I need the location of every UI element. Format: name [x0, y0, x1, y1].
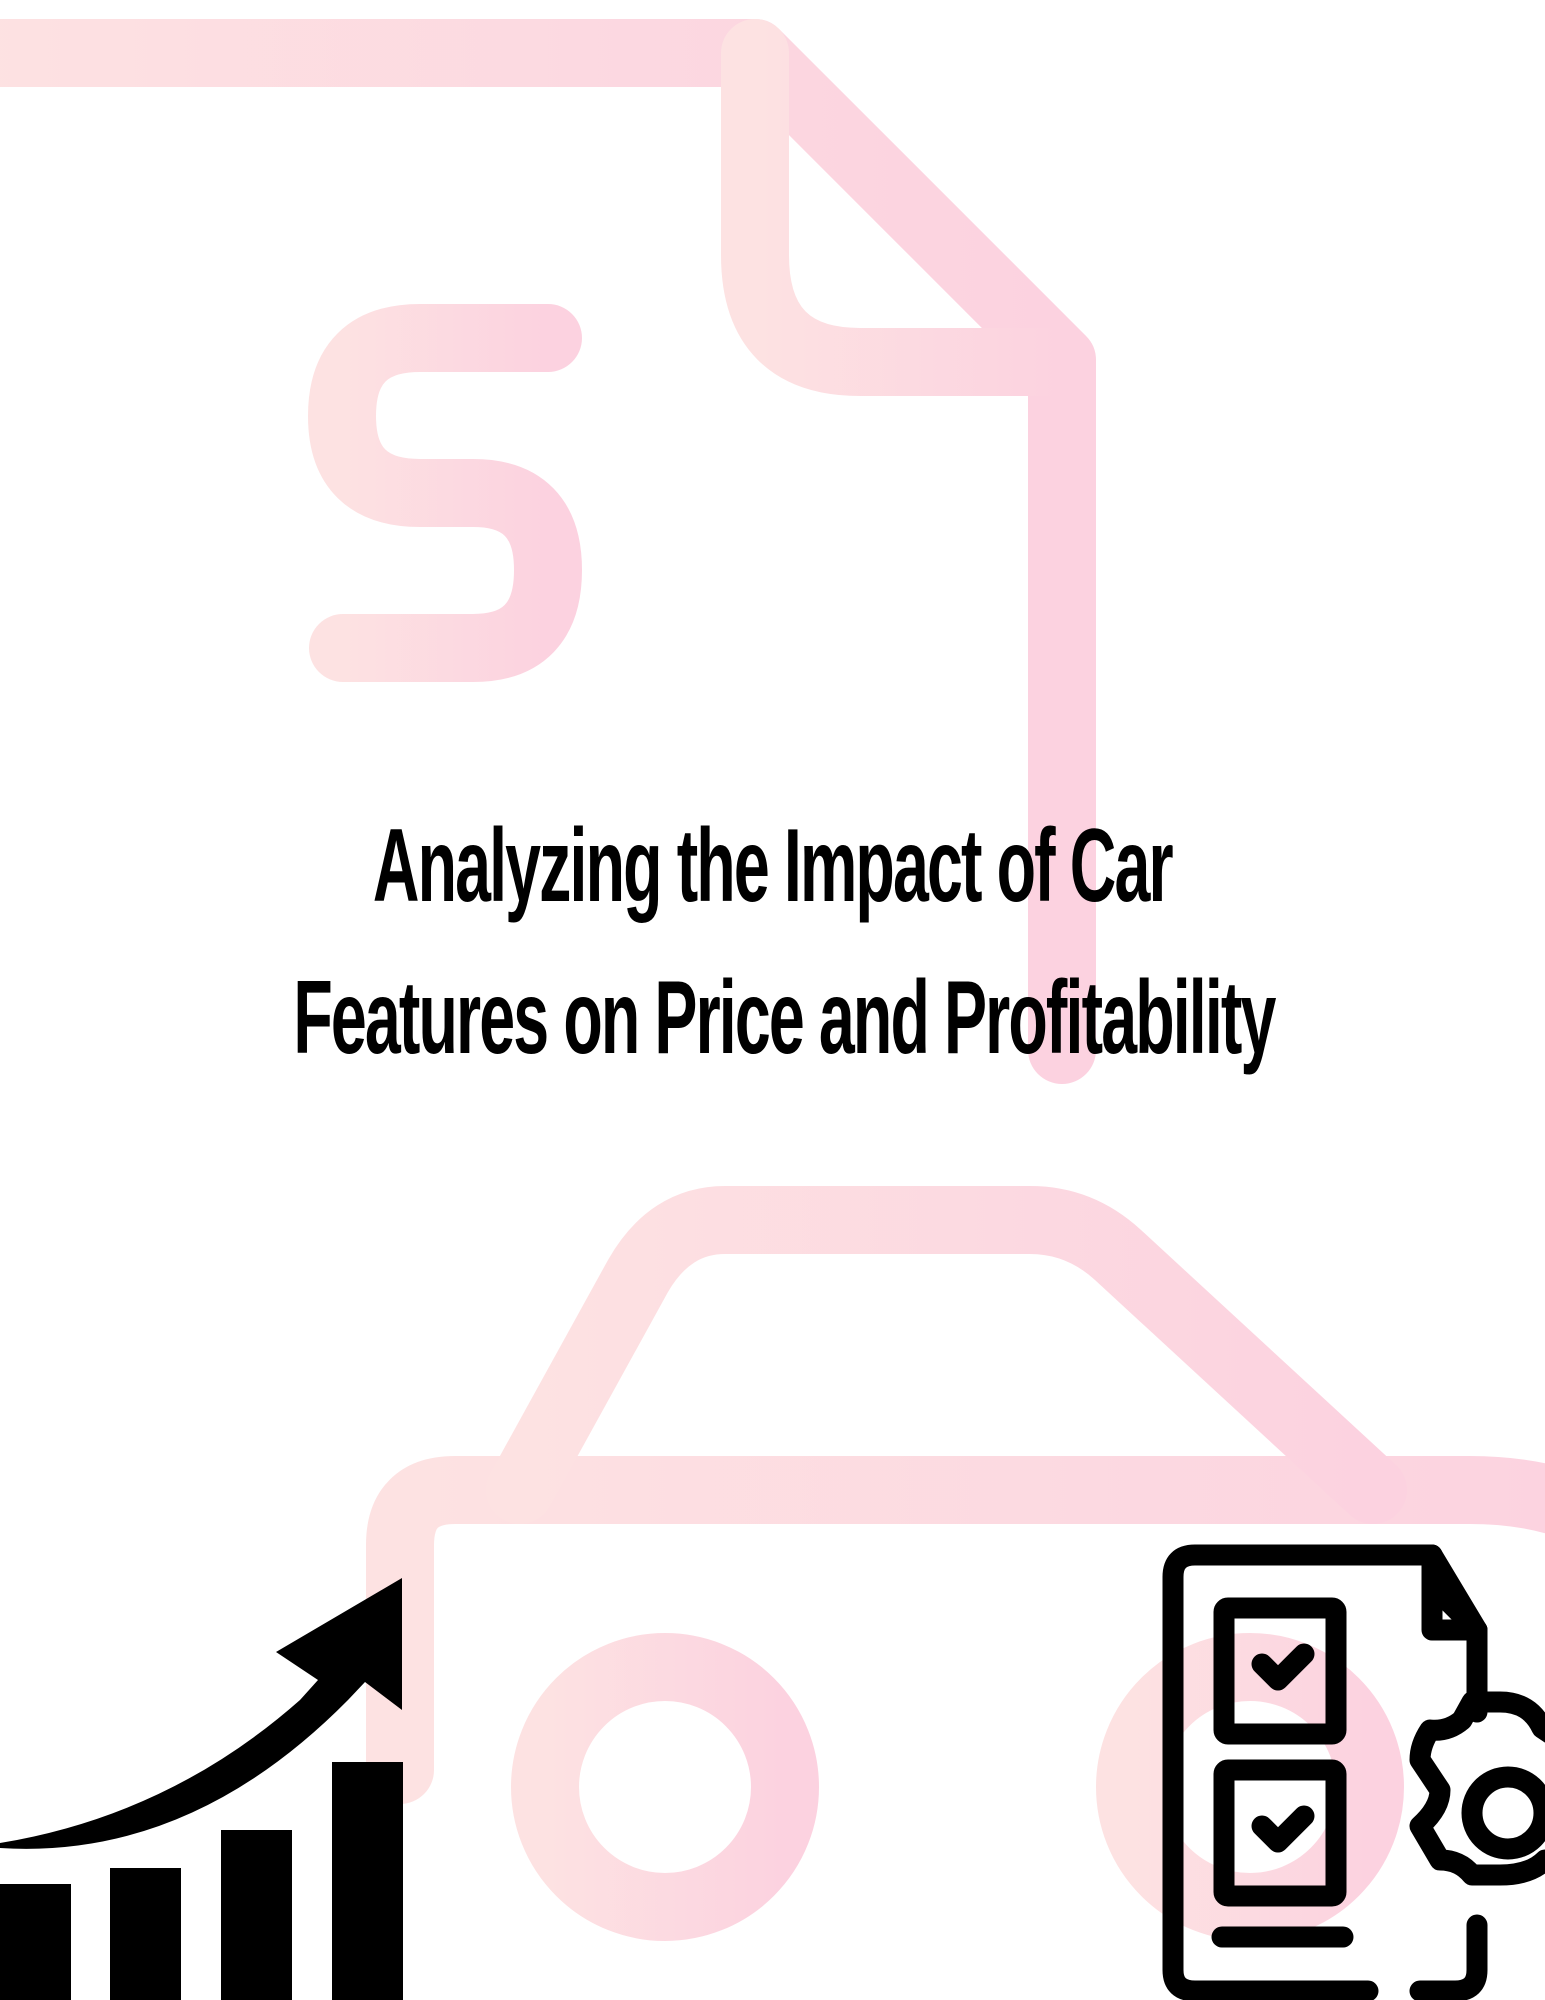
page-title: Analyzing the Impact of Car Features on …	[293, 790, 1276, 1094]
growth-chart-icon	[0, 1762, 403, 2000]
car-icon	[0, 1186, 1545, 1941]
checklist-document-icon	[1162, 1544, 1488, 2000]
title-line-1: Analyzing the Impact of Car	[372, 808, 1174, 924]
document-icon	[0, 19, 1096, 1086]
trend-arrow-icon	[0, 1578, 402, 1849]
gear-icon	[1409, 1691, 1545, 1886]
title-line-2: Features on Price and Profitability	[293, 960, 1276, 1076]
dollar-sign-icon	[308, 248, 582, 740]
